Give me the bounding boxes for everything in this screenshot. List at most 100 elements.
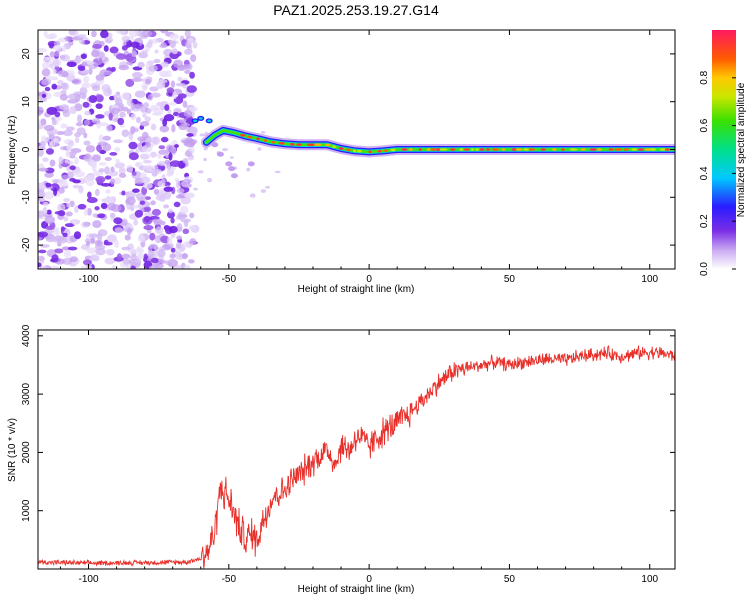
- colorbar-tick-label: 0.2: [699, 214, 710, 228]
- noise-blob: [117, 117, 125, 126]
- noise-blob: [128, 30, 139, 38]
- noise-blob: [97, 213, 106, 219]
- noise-blob: [158, 149, 170, 155]
- track-hotspot: [247, 135, 253, 139]
- noise-blob: [178, 118, 187, 124]
- noise-blob: [86, 207, 92, 216]
- noise-blob: [151, 112, 163, 116]
- noise-blob: [54, 111, 61, 118]
- noise-blob: [53, 187, 58, 196]
- noise-blob: [189, 212, 195, 219]
- noise-blob: [82, 101, 90, 108]
- noise-blob: [41, 62, 50, 70]
- noise-blob: [43, 124, 55, 132]
- noise-blob: [98, 134, 104, 143]
- noise-blob: [176, 223, 183, 232]
- noise-blob: [67, 99, 79, 104]
- noise-blob: [140, 121, 150, 127]
- snr-y-label: SNR (10 * v/v): [7, 418, 18, 482]
- noise-blob: [102, 143, 112, 152]
- noise-blob: [69, 200, 75, 208]
- noise-blob: [159, 79, 168, 84]
- noise-blob: [151, 218, 163, 224]
- noise-blob: [45, 148, 55, 155]
- noise-blob: [159, 125, 170, 133]
- x-tick-label: -100: [79, 574, 99, 585]
- noise-blob: [86, 174, 91, 181]
- noise-blob: [180, 196, 191, 205]
- track-hotspot: [264, 139, 268, 142]
- noise-blob: [141, 186, 148, 195]
- noise-blob: [69, 165, 76, 171]
- noise-blob: [121, 218, 128, 227]
- noise-blob: [118, 167, 126, 175]
- noise-blob: [167, 236, 173, 245]
- noise-blob: [44, 191, 54, 200]
- noise-blob: [184, 30, 191, 38]
- noise-blob: [82, 259, 92, 266]
- track-hotspot: [314, 143, 322, 147]
- noise-blob: [114, 147, 121, 152]
- noise-blob: [63, 216, 69, 222]
- noise-blob: [72, 184, 81, 189]
- noise-blob: [71, 78, 82, 85]
- noise-blob: [108, 170, 119, 177]
- snr-panel: -100 -50 0 50 100 1000 2000 3000 4000 Height of…: [7, 324, 676, 595]
- track-hotspot: [623, 148, 629, 151]
- noise-blob: [113, 217, 123, 225]
- noise-blob: [64, 223, 75, 228]
- track-hotspot: [631, 148, 638, 151]
- noise-blob: [190, 54, 197, 62]
- noise-blob: [184, 69, 191, 74]
- noise-blob: [168, 152, 173, 161]
- track-hotspot: [426, 148, 431, 151]
- track-hotspot: [408, 148, 413, 151]
- track-hotspot: [307, 143, 315, 147]
- noise-blob: [109, 95, 115, 101]
- noise-blob: [222, 148, 229, 152]
- y-tick-label: 4000: [21, 324, 32, 347]
- noise-blob: [90, 160, 97, 168]
- noise-blob: [54, 117, 62, 122]
- noise-blob: [169, 40, 177, 49]
- noise-blob: [160, 41, 167, 48]
- colorbar-gradient: [712, 30, 736, 269]
- track-hotspot: [338, 147, 344, 150]
- colorbar: 0.0 0.2 0.4 0.6 0.8 Normalized spectral ampl…: [699, 30, 747, 276]
- noise-blob: [171, 124, 176, 133]
- noise-blob: [113, 139, 124, 144]
- noise-blob: [125, 78, 135, 87]
- noise-blob: [66, 165, 71, 172]
- noise-blob: [53, 248, 64, 254]
- noise-blob: [167, 108, 172, 114]
- noise-blob: [44, 215, 56, 224]
- noise-blob: [95, 175, 106, 183]
- noise-blob: [65, 149, 71, 158]
- noise-blob: [166, 210, 175, 219]
- noise-blob: [92, 213, 99, 218]
- noise-blob: [153, 188, 160, 195]
- noise-blob: [109, 46, 119, 54]
- noise-blob: [176, 188, 185, 194]
- noise-blob: [114, 227, 124, 233]
- x-tick-label: -50: [222, 274, 237, 285]
- noise-blob: [104, 166, 110, 175]
- noise-blob: [260, 130, 266, 134]
- noise-blob: [128, 141, 138, 150]
- noise-blob: [123, 257, 130, 267]
- noise-blob: [88, 67, 93, 75]
- noise-blob: [170, 217, 175, 224]
- noise-blob: [94, 244, 106, 251]
- noise-blob: [94, 188, 100, 197]
- noise-blob: [86, 60, 95, 65]
- noise-blob: [40, 118, 47, 126]
- noise-blob: [44, 92, 52, 100]
- noise-blob: [207, 177, 213, 183]
- noise-blob: [106, 248, 115, 256]
- noise-blob: [80, 221, 91, 229]
- noise-blob: [111, 264, 118, 269]
- noise-blob: [181, 252, 188, 260]
- noise-blob: [74, 31, 79, 37]
- noise-blob: [182, 157, 189, 164]
- noise-blob: [101, 56, 110, 64]
